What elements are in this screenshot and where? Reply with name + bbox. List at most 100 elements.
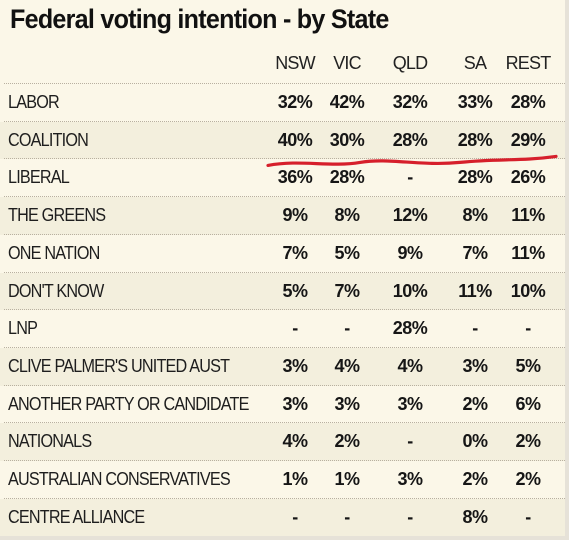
row-divider (4, 271, 565, 273)
row-label: LABOR (8, 92, 60, 112)
value-cell-qld: 9% (397, 242, 423, 263)
value-cell-nsw: 9% (282, 205, 308, 226)
value-cell-rest: - (525, 506, 531, 527)
value-cell-nsw: 5% (282, 280, 308, 301)
table-row: NATIONALS 4% 2% - 0% 2% (0, 423, 569, 461)
value-cell-sa: - (472, 318, 478, 339)
value-cell-nsw: 36% (277, 167, 313, 188)
row-divider (4, 497, 565, 499)
table-row: LABOR 32% 42% 32% 33% 28% (0, 84, 569, 122)
value-cell-qld: 3% (397, 393, 423, 414)
column-header-nsw: NSW (275, 53, 315, 73)
chart-title: Federal voting intention - by State (10, 4, 389, 34)
row-label: ONE NATION (8, 242, 100, 263)
value-cell-rest: 11% (511, 242, 545, 263)
value-cell-nsw: 40% (277, 129, 313, 150)
value-cell-vic: 28% (329, 167, 365, 188)
value-cell-sa: 2% (462, 469, 488, 489)
row-divider (4, 158, 565, 160)
row-label: THE GREENS (8, 205, 106, 226)
value-cell-qld: 32% (392, 92, 428, 112)
table-row: CENTRE ALLIANCE - - - 8% - (0, 498, 569, 537)
value-cell-rest: 2% (515, 431, 541, 452)
value-cell-sa: 3% (462, 355, 488, 376)
value-cell-rest: 6% (515, 393, 541, 414)
row-label: ANOTHER PARTY OR CANDIDATE (8, 393, 249, 414)
row-divider (4, 422, 565, 424)
value-cell-qld: - (407, 431, 413, 452)
value-cell-nsw: 32% (277, 92, 313, 112)
value-cell-rest: 10% (510, 280, 546, 301)
value-cell-rest: 26% (510, 167, 546, 188)
column-header-sa: SA (463, 53, 487, 73)
value-cell-sa: 8% (462, 205, 488, 226)
value-cell-nsw: 3% (282, 355, 308, 376)
row-label: CENTRE ALLIANCE (8, 506, 145, 527)
value-cell-sa: 8% (462, 506, 488, 527)
row-label: LIBERAL (8, 167, 70, 188)
column-header-rest: REST (505, 53, 552, 73)
value-cell-sa: 2% (462, 393, 488, 414)
value-cell-rest: 2% (515, 469, 541, 489)
red-underline-stroke (266, 154, 558, 167)
value-cell-sa: 11% (458, 280, 492, 301)
table-row: ONE NATION 7% 5% 9% 7% 11% (0, 235, 569, 273)
row-divider (4, 120, 565, 122)
value-cell-vic: - (344, 318, 350, 339)
row-divider (4, 196, 565, 198)
value-cell-rest: 11% (511, 205, 545, 226)
value-cell-qld: 12% (392, 205, 428, 226)
value-cell-vic: 8% (334, 205, 360, 226)
value-cell-qld: - (407, 167, 413, 188)
value-cell-rest: 5% (515, 355, 541, 376)
value-cell-vic: 4% (334, 355, 360, 376)
row-label: DON'T KNOW (8, 280, 104, 301)
value-cell-qld: 28% (392, 129, 428, 150)
value-cell-vic: 42% (329, 92, 365, 112)
row-divider (4, 346, 565, 348)
row-divider (4, 384, 565, 386)
value-cell-nsw: - (292, 506, 298, 527)
value-cell-qld: - (407, 506, 413, 527)
value-cell-sa: 28% (457, 129, 493, 150)
table-row: DON'T KNOW 5% 7% 10% 11% 10% (0, 272, 569, 311)
value-cell-vic: - (344, 506, 350, 527)
row-divider (4, 83, 565, 84)
value-cell-sa: 33% (457, 92, 493, 112)
value-cell-qld: 4% (397, 355, 423, 376)
value-cell-qld: 10% (392, 280, 428, 301)
value-cell-rest: 29% (510, 129, 546, 150)
value-cell-vic: 3% (334, 393, 360, 414)
row-label: AUSTRALIAN CONSERVATIVES (8, 469, 231, 489)
table-row: LIBERAL 36% 28% - 28% 26% (0, 159, 569, 197)
column-header-qld: QLD (392, 53, 428, 73)
value-cell-vic: 30% (329, 129, 365, 150)
value-cell-sa: 7% (462, 242, 488, 263)
value-cell-rest: 28% (510, 92, 546, 112)
value-cell-rest: - (525, 318, 531, 339)
row-divider (4, 309, 565, 311)
table-row: AUSTRALIAN CONSERVATIVES 1% 1% 3% 2% 2% (0, 461, 569, 499)
value-cell-sa: 28% (457, 167, 493, 188)
value-cell-qld: 28% (392, 318, 428, 339)
row-label: LNP (8, 318, 38, 339)
row-divider (4, 233, 565, 235)
table-row: THE GREENS 9% 8% 12% 8% 11% (0, 197, 569, 235)
value-cell-nsw: - (292, 318, 298, 339)
value-cell-qld: 3% (397, 469, 423, 489)
value-cell-vic: 5% (334, 242, 360, 263)
row-label: NATIONALS (8, 431, 92, 452)
table-row: LNP - - 28% - - (0, 310, 569, 348)
value-cell-nsw: 7% (282, 242, 308, 263)
value-cell-vic: 1% (334, 469, 360, 489)
value-cell-sa: 0% (462, 431, 488, 452)
column-header-vic: VIC (333, 53, 361, 73)
row-divider (4, 460, 565, 461)
value-cell-vic: 7% (334, 280, 360, 301)
value-cell-vic: 2% (334, 431, 360, 452)
table-row: COALITION 40% 30% 28% 28% 29% (0, 121, 569, 160)
table-row: ANOTHER PARTY OR CANDIDATE 3% 3% 3% 2% 6% (0, 386, 569, 424)
value-cell-nsw: 1% (282, 469, 308, 489)
value-cell-nsw: 4% (282, 431, 308, 452)
